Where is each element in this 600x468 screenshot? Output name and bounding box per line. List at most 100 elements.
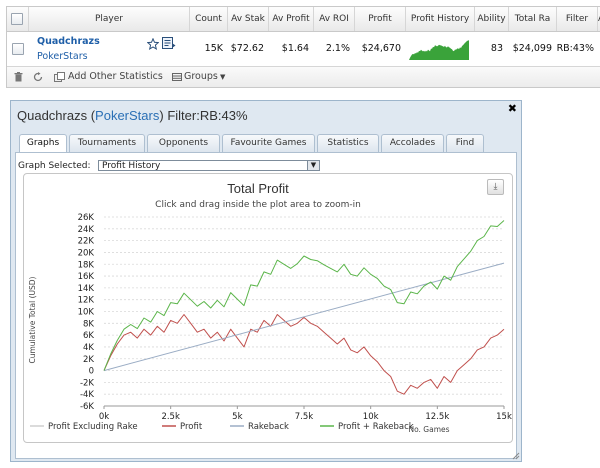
legend-item: Profit xyxy=(180,422,203,432)
chart-series xyxy=(103,220,505,395)
add-statistics-icon[interactable] xyxy=(54,72,65,82)
chevron-down-icon[interactable]: ▼ xyxy=(220,73,226,81)
total-profit-chart[interactable]: Total Profit Click and drag inside the p… xyxy=(24,174,512,442)
col-header-av-roi[interactable]: Av ROI xyxy=(313,7,354,31)
results-table: Player Count Av Stak Av Profit Av ROI Pr… xyxy=(6,6,600,88)
col-header-total-rake[interactable]: Total Ra xyxy=(508,7,556,31)
legend-item: Profit Excluding Rake xyxy=(48,422,138,432)
col-header-filter[interactable]: Filter xyxy=(556,7,597,31)
tab-tournaments[interactable]: Tournaments xyxy=(69,134,145,152)
select-all-cell xyxy=(7,7,27,31)
sparkline-area xyxy=(409,40,469,60)
y-tick-label: 16K xyxy=(78,272,95,282)
tab-statistics[interactable]: Statistics xyxy=(317,134,379,152)
total-rake-cell: $24,099 xyxy=(512,43,552,54)
table-header: Player Count Av Stak Av Profit Av ROI Pr… xyxy=(7,7,600,32)
select-all-checkbox[interactable] xyxy=(11,13,23,25)
col-header-av-stake[interactable]: Av Stak xyxy=(227,7,268,31)
tab-graphs[interactable]: Graphs xyxy=(19,134,67,153)
x-tick-label: 15k xyxy=(496,412,512,422)
y-tick-label: 24K xyxy=(78,225,95,235)
window-title-filter: Filter:RB:43% xyxy=(167,108,248,123)
chart-grid xyxy=(103,216,505,409)
tab-accolades[interactable]: Accolades xyxy=(381,134,444,152)
y-tick-label: 0 xyxy=(89,367,94,377)
chevron-down-icon[interactable]: ▼ xyxy=(307,161,319,170)
graph-selected-label: Graph Selected: xyxy=(18,161,91,171)
y-tick-label: 18K xyxy=(78,260,95,270)
x-tick-label: 7.5k xyxy=(295,412,314,422)
series-line-rakeback xyxy=(103,262,505,372)
tab-opponents[interactable]: Opponents xyxy=(147,134,220,152)
av-stake-cell: $72.62 xyxy=(230,43,264,54)
profit-cell: $24,670 xyxy=(361,43,401,54)
player-name-link[interactable]: Quadchrazs xyxy=(37,36,100,47)
count-cell: 15K xyxy=(204,43,223,54)
av-profit-cell: $1.64 xyxy=(281,43,309,54)
col-header-extra[interactable]: A xyxy=(597,7,600,31)
y-tick-label: -4K xyxy=(80,390,94,400)
legend-item: Rakeback xyxy=(248,422,289,432)
y-tick-label: 14K xyxy=(78,284,95,294)
av-roi-cell: 2.1% xyxy=(325,43,350,54)
refresh-icon[interactable] xyxy=(33,72,43,82)
graph-select-value: Profit History xyxy=(102,161,161,171)
filter-cell: RB:43% xyxy=(556,43,594,54)
y-tick-label: 22K xyxy=(78,237,95,247)
col-header-av-profit[interactable]: Av Profit xyxy=(268,7,313,31)
y-tick-label: 12K xyxy=(78,296,95,306)
chart-subtitle: Click and drag inside the plot area to z… xyxy=(155,200,361,210)
y-tick-label: -2K xyxy=(80,378,94,388)
groups-icon xyxy=(172,73,182,81)
window-title-player: Quadchrazs xyxy=(17,108,88,123)
x-tick-label: 12.5k xyxy=(425,412,449,422)
col-header-ability[interactable]: Ability xyxy=(474,7,508,31)
col-header-profit[interactable]: Profit xyxy=(354,7,405,31)
x-tick-label: 5k xyxy=(232,412,242,422)
window-title-site[interactable]: PokerStars xyxy=(95,108,160,123)
window-title: Quadchrazs (PokerStars) Filter:RB:43% xyxy=(17,108,248,123)
y-tick-label: 10K xyxy=(78,308,95,318)
table-row[interactable]: Quadchrazs PokerStars 15K $72.62 $1.64 2… xyxy=(7,32,600,67)
y-tick-label: 2K xyxy=(83,355,94,365)
download-icon[interactable]: ⤓ xyxy=(487,179,504,195)
x-tick-label: 10k xyxy=(363,412,379,422)
ability-cell: 83 xyxy=(490,43,503,54)
y-tick-label: 4K xyxy=(83,343,94,353)
legend-item: Profit + Rakeback xyxy=(338,422,414,432)
tab-find[interactable]: Find xyxy=(446,134,484,152)
series-line-profit xyxy=(103,314,505,395)
table-footer: Add Other Statistics Groups ▼ xyxy=(7,67,600,87)
y-axis-label: Cumulative Total (USD) xyxy=(28,276,37,363)
x-axis-label: No. Games xyxy=(408,425,449,434)
row-checkbox[interactable] xyxy=(12,43,24,55)
x-tick-label: 2.5k xyxy=(161,412,180,422)
profit-history-sparkline xyxy=(409,40,469,60)
y-tick-label: 6K xyxy=(83,331,94,341)
add-other-statistics-link[interactable]: Add Other Statistics xyxy=(68,71,163,82)
player-site-link[interactable]: PokerStars xyxy=(37,51,88,62)
graphs-panel: Graph Selected: Profit History ▼ ⤓ Total… xyxy=(15,152,517,459)
resize-handle-icon[interactable] xyxy=(512,452,520,460)
favourite-star-icon[interactable] xyxy=(147,38,159,50)
close-icon[interactable]: ✖ xyxy=(507,102,517,115)
tab-favourite-games[interactable]: Favourite Games xyxy=(222,134,315,152)
col-header-player[interactable]: Player xyxy=(28,7,189,31)
y-tick-label: 26K xyxy=(78,213,95,223)
player-details-window: Quadchrazs (PokerStars) Filter:RB:43% ✖ … xyxy=(10,100,522,462)
x-tick-label: 0k xyxy=(99,412,109,422)
chart-title: Total Profit xyxy=(227,181,289,196)
open-details-icon[interactable] xyxy=(162,37,176,50)
chart-legend: Profit Excluding Rake Profit Rakeback Profi… xyxy=(30,422,414,432)
graph-select[interactable]: Profit History ▼ xyxy=(98,160,320,171)
trash-icon[interactable] xyxy=(14,72,23,82)
chart-container[interactable]: ⤓ Total Profit Click and drag inside the… xyxy=(23,173,513,443)
groups-dropdown[interactable]: Groups xyxy=(184,71,218,82)
col-header-count[interactable]: Count xyxy=(189,7,227,31)
y-tick-label: -6K xyxy=(80,402,94,412)
col-header-profit-history[interactable]: Profit History xyxy=(405,7,474,31)
series-line-profit-rakeback xyxy=(103,220,505,371)
y-tick-label: 8K xyxy=(83,319,94,329)
y-tick-label: 20K xyxy=(78,248,95,258)
